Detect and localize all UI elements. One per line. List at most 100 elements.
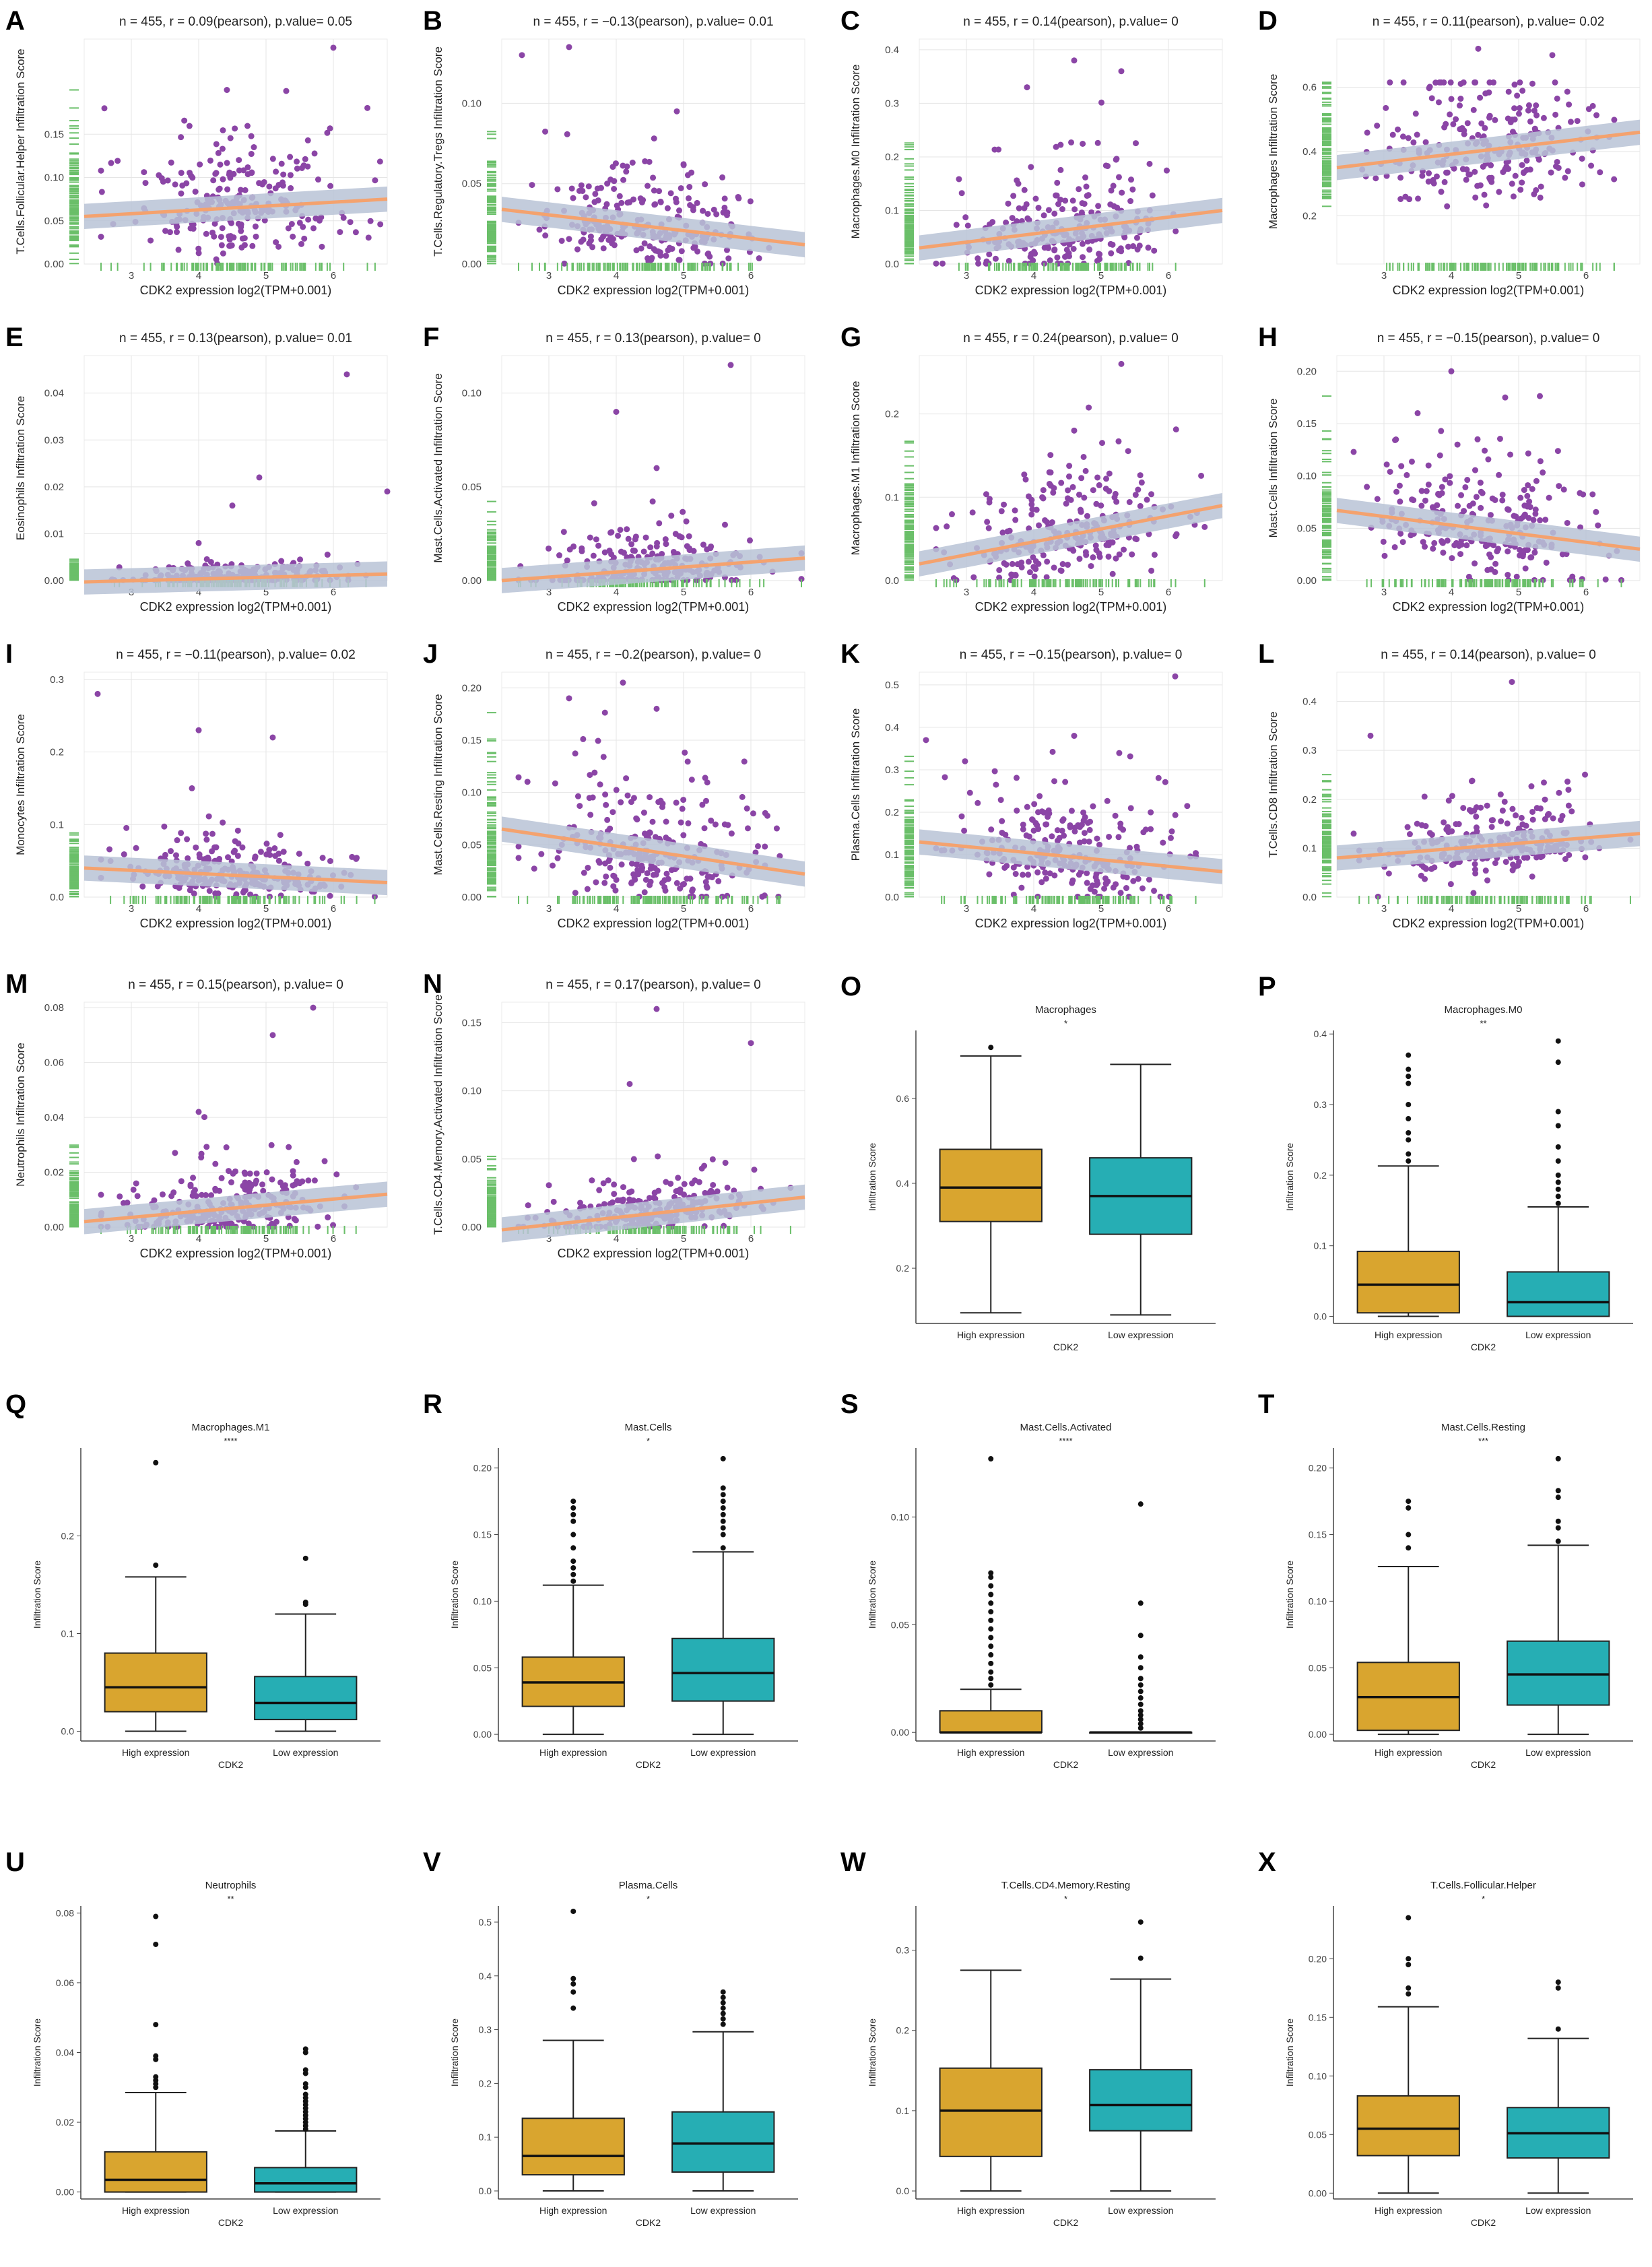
data-point [656,188,663,195]
data-point [162,851,168,858]
data-point [189,174,196,181]
data-point [1408,532,1414,539]
data-point [261,178,267,185]
data-point [1486,551,1493,558]
data-point [651,187,657,194]
data-point [1552,79,1558,86]
data-point [1090,554,1096,561]
data-point [174,229,180,236]
panel-label: A [5,6,25,36]
data-point [704,210,711,217]
data-point [1531,125,1538,132]
data-point [579,548,585,554]
data-point [1116,551,1123,558]
data-point [1532,506,1539,513]
data-point [679,806,686,812]
data-point [207,558,214,565]
data-point [595,197,601,204]
data-point [347,219,354,226]
data-point [651,135,657,142]
data-point [616,193,623,199]
chart-title: n = 455, r = 0.09(pearson), p.value= 0.0… [119,15,352,29]
data-point [1146,160,1153,167]
outlier-point [256,474,263,481]
data-point [213,141,220,147]
data-point [1477,94,1484,101]
outlier-point [1118,360,1125,367]
outlier-point [189,785,195,791]
data-point [1059,206,1065,213]
y-axis-label: T.Cells.Follicular.Helper Infiltration S… [14,48,27,254]
data-point [1564,519,1571,526]
data-point [1513,513,1519,520]
data-point [538,851,545,857]
data-point [601,709,608,716]
data-point [288,185,294,191]
rug-marks [69,89,376,271]
data-point [950,575,957,582]
x-axis-label: CDK2 expression log2(TPM+0.001) [140,284,332,297]
data-point [1054,254,1061,261]
data-point [678,185,684,191]
data-point [1525,450,1531,457]
data-point [1447,473,1453,480]
data-point [1046,480,1053,487]
data-point [209,830,216,837]
data-point [680,508,686,515]
data-point [999,529,1006,536]
data-point [1514,92,1521,99]
data-point [644,870,651,877]
data-point [762,843,768,850]
data-point [649,550,656,557]
data-point [1484,566,1491,573]
data-point [172,852,179,859]
data-point [1431,539,1438,546]
data-point [1395,126,1401,133]
data-point [311,150,318,157]
data-point [252,223,259,230]
data-point [654,539,661,546]
data-point [1525,515,1532,521]
data-point [1133,234,1140,241]
data-point [1080,141,1086,147]
data-point [721,195,728,202]
data-point [1504,506,1511,513]
data-point [1456,102,1463,109]
data-point [1555,164,1562,171]
data-point [1098,99,1105,106]
data-point [216,187,222,193]
y-tick-label: 0.4 [1302,146,1317,158]
data-point [641,889,648,896]
data-point [218,242,225,249]
data-point [741,758,748,765]
data-point [1397,498,1403,505]
data-point [1148,491,1155,498]
data-point [164,177,171,184]
data-point [1104,163,1111,170]
data-point [604,180,611,187]
data-point [1589,491,1596,498]
data-point [209,229,216,236]
y-tick-label: 0.10 [462,787,482,799]
x-tick-label: 6 [1166,587,1171,598]
data-point [220,176,226,183]
data-point [1389,131,1396,138]
data-point [694,248,701,255]
x-tick-label: 4 [196,587,201,598]
outlier-point [343,371,350,378]
data-point [591,769,598,776]
x-tick-label: 5 [263,903,269,915]
data-point [1484,542,1490,549]
y-tick-label: 0.0 [50,892,64,903]
data-point [1134,246,1141,253]
data-point [1436,492,1443,498]
data-point [628,860,635,867]
data-point [711,206,717,213]
data-point [721,821,728,828]
data-point [1533,102,1540,109]
data-point [220,127,226,133]
data-point [205,856,212,863]
data-point [1510,193,1517,200]
